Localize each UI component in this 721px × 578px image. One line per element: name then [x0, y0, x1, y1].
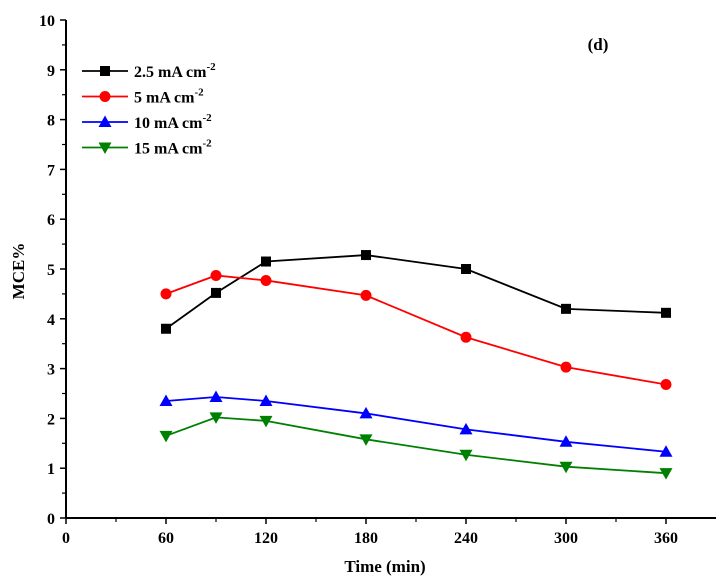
- data-point: [459, 422, 473, 435]
- x-tick-label: 240: [454, 530, 478, 547]
- data-point: [659, 468, 673, 480]
- data-point: [460, 331, 472, 343]
- data-point: [210, 269, 222, 281]
- series-line: [165, 254, 667, 330]
- series-2: [160, 269, 672, 391]
- y-tick-label: 9: [47, 63, 55, 80]
- data-point: [459, 449, 473, 462]
- y-tick-label: 10: [39, 13, 55, 30]
- legend-marker: [98, 115, 112, 127]
- y-tick-label: 8: [47, 113, 55, 130]
- panel-annotation: (d): [588, 35, 609, 54]
- legend-marker: [99, 91, 111, 102]
- data-point: [659, 445, 673, 457]
- x-tick-label: 120: [254, 530, 278, 547]
- data-point: [360, 289, 372, 301]
- y-tick-label: 2: [47, 411, 55, 428]
- data-point: [559, 435, 573, 447]
- series-line: [165, 274, 667, 386]
- data-point: [261, 256, 271, 267]
- legend-label-superscript: -2: [206, 61, 216, 73]
- series-line: [165, 396, 667, 453]
- data-point: [661, 307, 671, 318]
- legend-marker: [100, 66, 110, 76]
- data-point: [259, 394, 273, 406]
- legend-entry-1: 2.5 mA cm-2: [82, 61, 216, 81]
- y-tick-label: 0: [47, 511, 55, 528]
- data-point: [561, 303, 571, 314]
- data-point: [560, 361, 572, 373]
- y-tick-label: 3: [47, 362, 55, 379]
- data-point: [359, 434, 373, 446]
- x-tick-label: 60: [158, 530, 174, 547]
- data-point: [161, 323, 171, 334]
- data-point: [160, 288, 172, 300]
- data-point: [211, 287, 221, 298]
- data-point: [209, 390, 223, 402]
- series-3: [159, 390, 673, 457]
- x-axis-title: Time (min): [344, 557, 425, 576]
- y-tick-label: 4: [47, 312, 55, 329]
- series-layer: [159, 250, 673, 480]
- data-point: [361, 250, 371, 261]
- legend-entry-4: 15 mA cm-2: [82, 138, 212, 158]
- legend-label-superscript: -2: [202, 138, 212, 150]
- data-point: [660, 379, 672, 391]
- legend-label-superscript: -2: [202, 112, 212, 124]
- axes: 0 60 120 180 240 300 360 0 1 2 3 4 5 6 7 8 9 10: [39, 13, 716, 547]
- data-point: [260, 274, 272, 286]
- legend-label-superscript: -2: [194, 87, 204, 99]
- data-point: [159, 430, 173, 443]
- data-point: [159, 394, 173, 406]
- data-point: [209, 412, 223, 424]
- y-tick-label: 7: [47, 162, 55, 179]
- legend-marker: [98, 142, 112, 154]
- series-line: [165, 416, 667, 475]
- legend-label: 5 mA cm-2: [134, 87, 204, 107]
- y-tick-label: 6: [47, 212, 55, 229]
- data-point: [359, 406, 373, 419]
- legend-label: 2.5 mA cm-2: [134, 61, 216, 81]
- legend: 2.5 mA cm-2 5 mA cm-2 10 mA cm-2 15 mA cm-2: [82, 61, 216, 158]
- legend-entry-2: 5 mA cm-2: [82, 87, 204, 107]
- x-tick-label: 300: [554, 530, 578, 547]
- x-tick-label: 180: [354, 530, 378, 547]
- data-point: [259, 415, 273, 428]
- series-4: [159, 412, 673, 480]
- data-point: [559, 461, 573, 474]
- x-tick-label: 0: [62, 530, 70, 547]
- y-tick-label: 1: [47, 461, 55, 478]
- legend-label: 10 mA cm-2: [134, 112, 212, 132]
- y-tick-label: 5: [47, 262, 55, 279]
- x-tick-label: 360: [654, 530, 678, 547]
- legend-label: 15 mA cm-2: [134, 138, 212, 158]
- data-point: [461, 264, 471, 274]
- y-axis-title: MCE%: [9, 243, 28, 300]
- series-1: [161, 250, 671, 334]
- legend-entry-3: 10 mA cm-2: [82, 112, 212, 132]
